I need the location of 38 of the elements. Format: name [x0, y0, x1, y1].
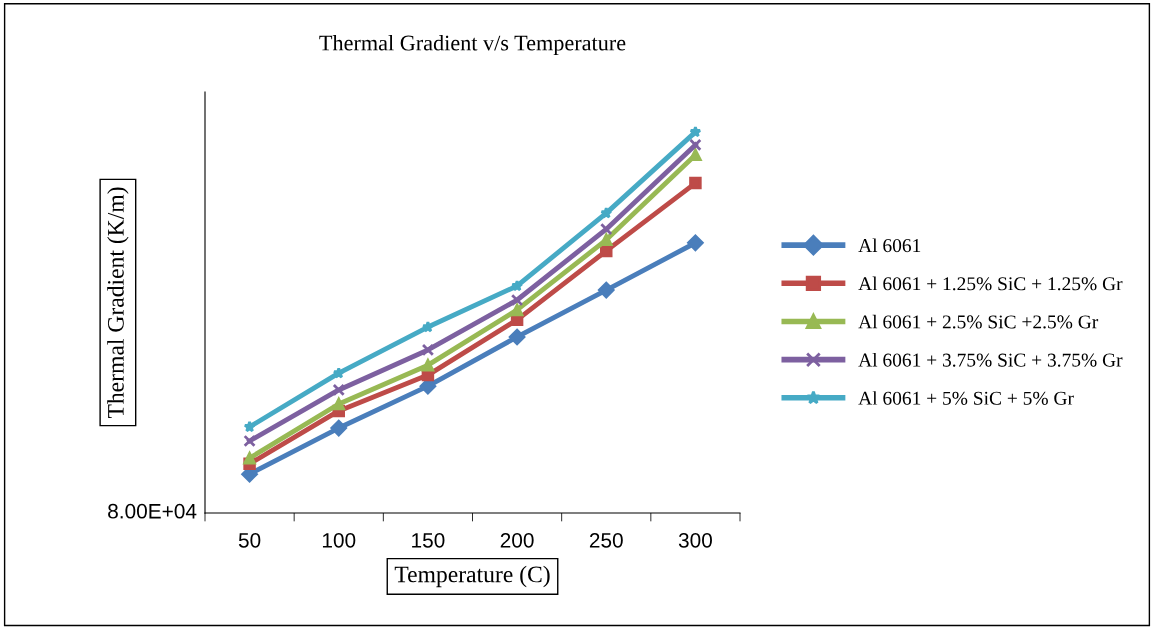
point: [600, 206, 613, 219]
point: [689, 176, 702, 190]
legend-label: Al 6061 + 5% SiC + 5% Gr: [858, 391, 1074, 405]
x-tick-label: 100: [322, 532, 356, 548]
text: 8.00E+04: [108, 503, 197, 519]
point: [330, 419, 348, 437]
y-axis-title: Thermal Gradient (K/m): [107, 187, 129, 419]
x-tick-label: 300: [678, 532, 712, 548]
legend-label: Al 6061 + 2.5% SiC +2.5% Gr: [858, 314, 1099, 329]
point: [510, 303, 524, 317]
x-tick-label: 50: [238, 532, 261, 548]
point: [689, 125, 702, 138]
point: [421, 343, 435, 357]
legend-label: Al 6061 + 1.25% SiC + 1.25% Gr: [858, 276, 1123, 291]
x-tick-label: 200: [500, 532, 534, 548]
point: [600, 244, 613, 258]
point: [687, 234, 704, 252]
point: [597, 281, 615, 299]
point: [600, 233, 613, 247]
point: [332, 397, 345, 411]
point: [421, 358, 435, 372]
legend-label: Al 6061 + 3.75% SiC + 3.75% Gr: [858, 352, 1123, 367]
point: [510, 293, 524, 307]
point: [421, 320, 434, 333]
point: [600, 222, 613, 236]
point: [511, 279, 524, 292]
x-tick-label: 250: [589, 532, 623, 548]
x-axis-title: Temperature (C): [394, 565, 550, 588]
x-tick-label: 150: [412, 532, 445, 548]
point: [689, 138, 702, 152]
point: [243, 434, 256, 448]
point: [243, 451, 256, 465]
chart-title: Thermal Gradient v/s Temperature: [319, 34, 626, 56]
point: [689, 148, 702, 162]
legend-label: Al 6061: [858, 238, 921, 253]
point: [332, 383, 345, 397]
point: [508, 328, 526, 346]
point: [243, 420, 256, 433]
